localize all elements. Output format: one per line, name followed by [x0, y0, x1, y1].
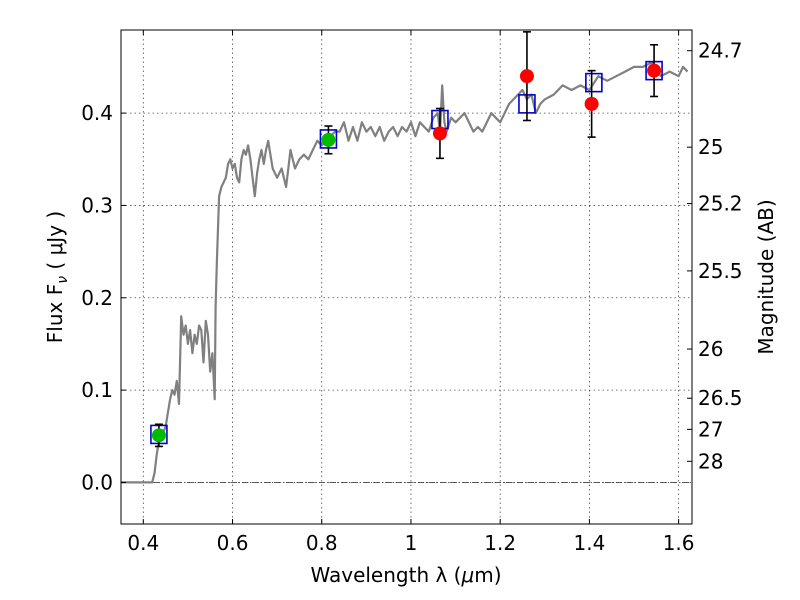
y-tick-label: 0.1: [81, 378, 113, 402]
x-tick-label: 1: [405, 531, 418, 555]
y-axis-label-left: Flux Fν ( μJy ): [43, 211, 71, 343]
green-point: [321, 132, 336, 147]
magnitude-tick-label: 26.5: [698, 386, 743, 410]
x-tick-label: 1.2: [484, 531, 516, 555]
y-tick-label: 0.3: [81, 193, 113, 217]
model-box: [585, 72, 603, 93]
magnitude-tick-label: 27: [698, 417, 723, 441]
model-boxes: [150, 60, 663, 445]
magnitude-tick-label: 24.7: [698, 39, 743, 63]
red-point: [432, 126, 447, 141]
magnitude-tick-label: 25: [698, 135, 723, 159]
red-point: [647, 63, 662, 78]
grid-lines: [121, 30, 692, 524]
sed-curve: [121, 61, 689, 484]
axis-ticks: 0.4 0.6 0.8 1 1.2 1.4 1.6 0.0 0.1 0.2 0.3 0.4 24.7 25…: [81, 30, 743, 555]
plot-frame: [120, 29, 693, 525]
x-tick-label: 1.4: [573, 531, 605, 555]
red-point: [519, 69, 534, 84]
green-point: [151, 428, 166, 443]
x-tick-label: 0.4: [127, 531, 159, 555]
y-axis-label-right: Magnitude (AB): [754, 199, 778, 354]
y-tick-label: 0.4: [81, 101, 113, 125]
observed-points: [151, 31, 662, 448]
x-axis-label: Wavelength λ (μm): [310, 563, 501, 587]
y-tick-label: 0.0: [81, 470, 113, 494]
x-tick-label: 1.6: [663, 531, 695, 555]
x-tick-label: 0.8: [306, 531, 338, 555]
magnitude-tick-label: 28: [698, 449, 723, 473]
y-tick-label: 0.2: [81, 286, 113, 310]
magnitude-tick-label: 25.2: [698, 192, 743, 216]
red-point: [584, 96, 599, 111]
x-tick-label: 0.6: [217, 531, 249, 555]
magnitude-tick-label: 26: [698, 337, 723, 361]
template-sed: [121, 61, 689, 484]
magnitude-tick-label: 25.5: [698, 259, 743, 283]
